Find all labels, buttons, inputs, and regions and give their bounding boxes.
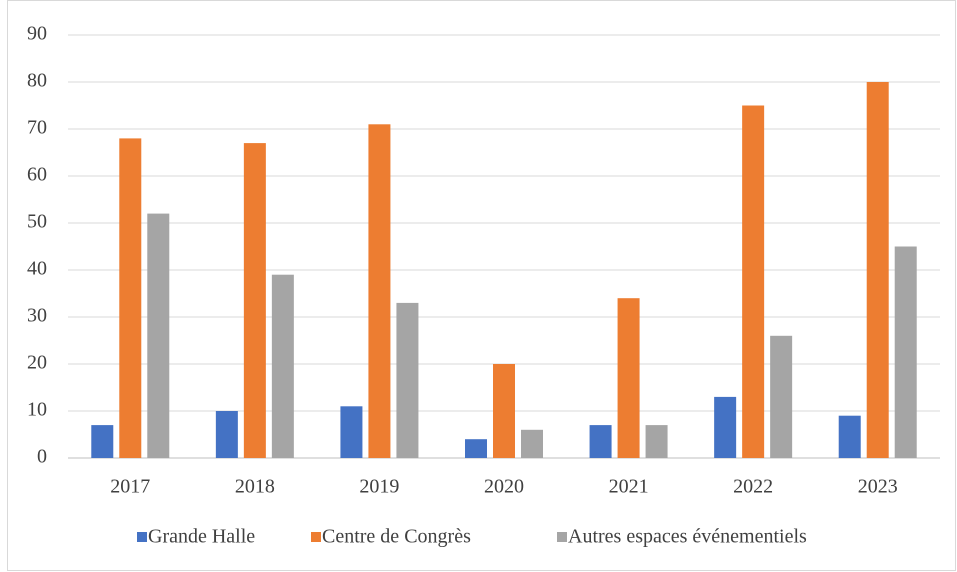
x-tick-label: 2018 — [235, 476, 275, 498]
legend-label: Centre de Congrès — [322, 526, 471, 548]
bar — [894, 246, 917, 458]
bar — [714, 396, 737, 458]
legend-label: Grande Halle — [148, 526, 255, 548]
bar — [617, 298, 640, 458]
x-tick-label: 2017 — [110, 476, 150, 498]
bar — [215, 411, 238, 458]
bar — [271, 274, 294, 458]
bar — [119, 138, 142, 458]
bar — [465, 439, 487, 458]
bar — [368, 124, 391, 459]
y-tick-label: 10 — [27, 399, 47, 421]
x-tick-label: 2022 — [733, 476, 773, 498]
y-tick-label: 80 — [27, 70, 47, 92]
bar — [866, 82, 889, 458]
y-tick-label: 70 — [27, 117, 47, 139]
y-tick-label: 20 — [27, 352, 47, 374]
y-tick-label: 60 — [27, 164, 47, 186]
y-tick-label: 50 — [27, 211, 47, 233]
bar — [340, 406, 363, 458]
bar — [147, 213, 170, 458]
bar — [521, 429, 543, 458]
bar — [838, 415, 861, 458]
y-tick-label: 40 — [27, 258, 47, 280]
y-tick-label: 30 — [27, 305, 47, 327]
bar — [493, 364, 515, 458]
x-tick-label: 2020 — [484, 476, 524, 498]
legend-swatch — [557, 532, 567, 542]
bar — [396, 302, 419, 458]
y-tick-label: 90 — [27, 23, 47, 45]
legend-label: Autres espaces événementiels — [568, 526, 807, 548]
bar — [742, 105, 765, 458]
bar — [243, 143, 266, 458]
bar — [91, 425, 114, 458]
y-tick-label: 0 — [37, 446, 47, 468]
bar — [589, 425, 612, 458]
x-tick-label: 2021 — [609, 476, 649, 498]
x-tick-label: 2023 — [858, 476, 898, 498]
legend-swatch — [137, 532, 147, 542]
bar — [770, 335, 793, 458]
x-tick-label: 2019 — [359, 476, 399, 498]
bar — [645, 425, 668, 458]
legend-swatch — [311, 532, 321, 542]
